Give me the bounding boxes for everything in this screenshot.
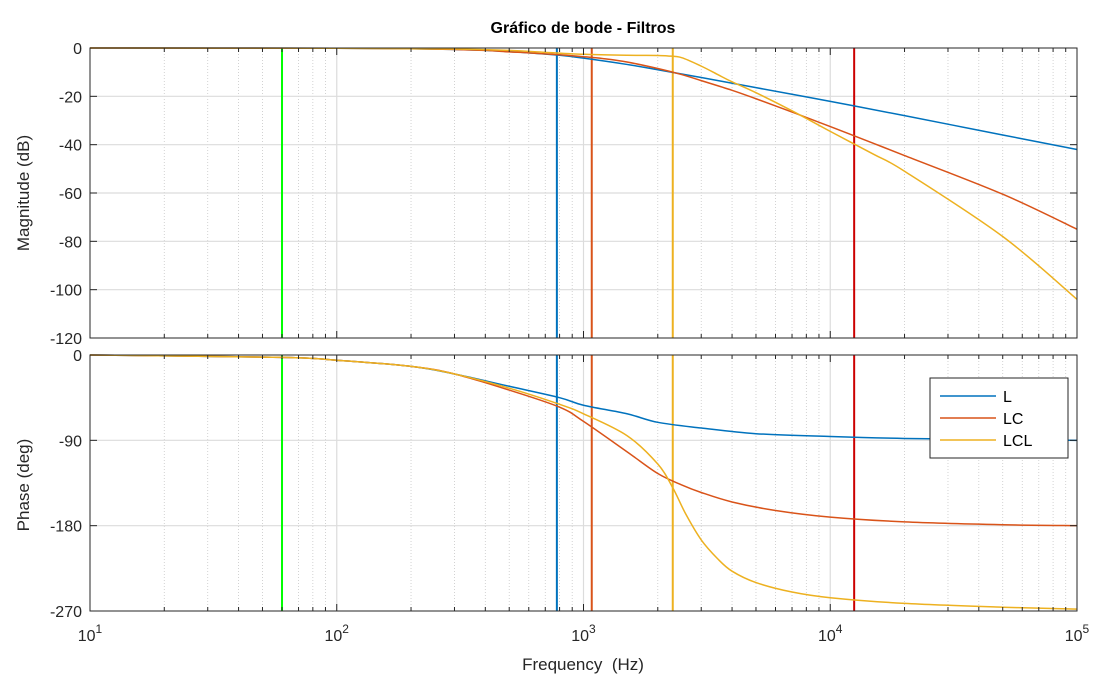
y-tick-label: -100: [50, 283, 82, 300]
y-tick-label: -80: [59, 234, 82, 251]
phase-tick-marks: [89, 354, 1078, 612]
phase-y-tick-labels: 0 -90 -180 -270: [50, 348, 82, 621]
legend: L LC LCL: [929, 377, 1069, 459]
x-axis-label: Frequency (Hz): [522, 655, 644, 674]
phase-x-tick-labels: 101 102 103 104 105: [78, 622, 1090, 645]
y-tick-label: -90: [59, 433, 82, 450]
magnitude-y-axis-label: Magnitude (dB): [14, 135, 33, 251]
legend-label-lc: LC: [1003, 411, 1023, 428]
x-tick-label: 101: [78, 622, 103, 645]
series-line-lcl: [89, 354, 1078, 610]
x-tick-label: 105: [1065, 622, 1090, 645]
x-tick-label: 103: [571, 622, 596, 645]
legend-label-lcl: LCL: [1003, 433, 1032, 450]
y-tick-label: -20: [59, 89, 82, 106]
phase-y-axis-label: Phase (deg): [14, 439, 33, 532]
magnitude-tick-marks: [89, 47, 1078, 339]
y-tick-label: -270: [50, 604, 82, 621]
chart-title: Gráfico de bode - Filtros: [491, 20, 676, 37]
magnitude-markers: [281, 48, 856, 338]
x-tick-label: 104: [818, 622, 843, 645]
series-line-lcl: [89, 47, 1078, 300]
y-tick-label: 0: [73, 41, 82, 58]
magnitude-plot: 0 -20 -40 -60 -80 -100 -120 Gráfico de bode - …: [14, 20, 1078, 348]
y-tick-label: 0: [73, 348, 82, 365]
magnitude-grid: [90, 48, 1077, 338]
magnitude-y-tick-labels: 0 -20 -40 -60 -80 -100 -120: [50, 41, 82, 348]
phase-grid: [90, 355, 1077, 611]
y-tick-label: -180: [50, 519, 82, 536]
legend-label-l: L: [1003, 389, 1012, 406]
y-tick-label: -120: [50, 331, 82, 348]
y-tick-label: -40: [59, 138, 82, 155]
x-tick-label: 102: [325, 622, 350, 645]
y-tick-label: -60: [59, 186, 82, 203]
phase-plot: 0 -90 -180 -270 101 102 103 104 105 Phase (deg)…: [14, 348, 1090, 674]
